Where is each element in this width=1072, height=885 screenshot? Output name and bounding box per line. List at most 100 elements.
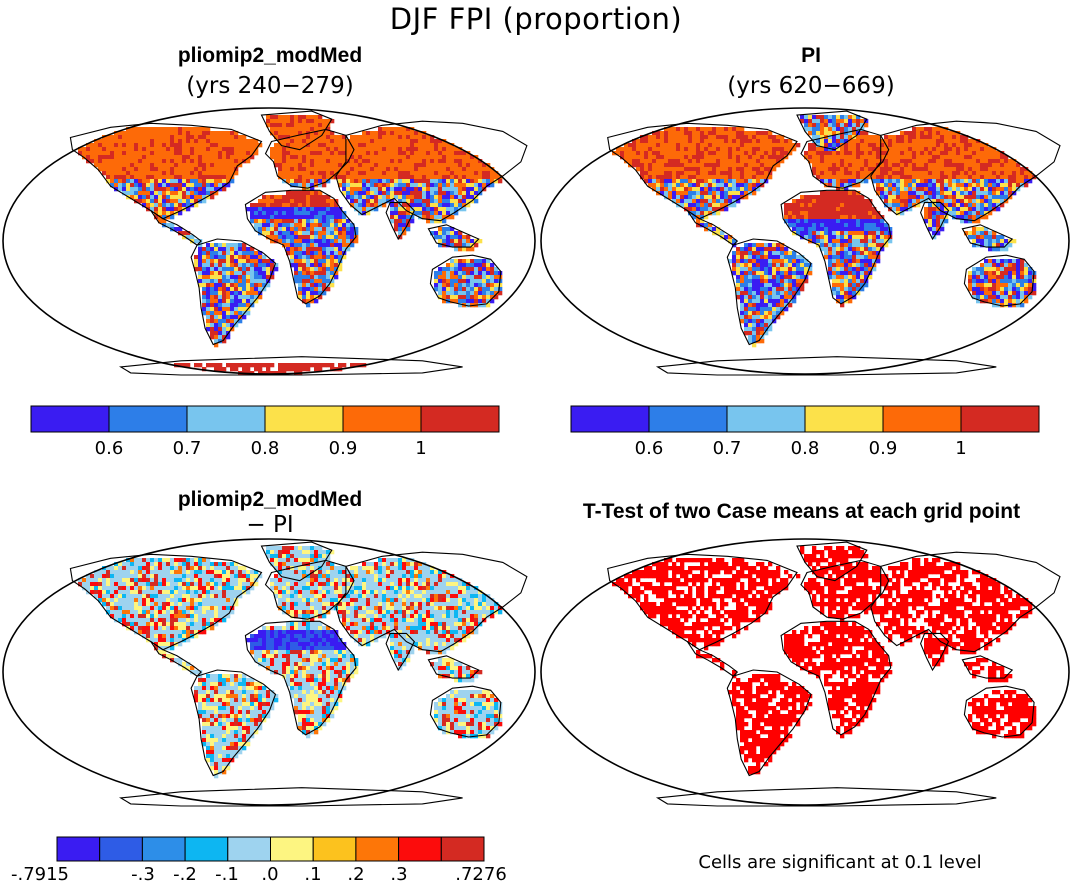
grid-cell <box>896 163 901 168</box>
grid-cell <box>736 183 741 188</box>
grid-cell <box>908 195 913 200</box>
grid-cell <box>940 215 945 220</box>
grid-cell <box>664 139 669 144</box>
grid-cell <box>138 139 143 144</box>
grid-cell <box>222 251 227 256</box>
grid-cell <box>848 215 853 220</box>
grid-cell <box>310 247 315 252</box>
grid-cell <box>214 311 219 316</box>
grid-cell <box>832 183 837 188</box>
grid-cell <box>138 147 143 152</box>
grid-cell <box>860 195 865 200</box>
grid-cell <box>146 195 151 200</box>
grid-cell <box>696 131 701 136</box>
grid-cell <box>696 179 701 184</box>
grid-cell <box>178 203 183 208</box>
grid-cell <box>342 135 347 140</box>
grid-cell <box>828 123 833 128</box>
grid-cell <box>290 139 295 144</box>
grid-cell <box>334 167 339 172</box>
grid-cell <box>724 235 729 240</box>
grid-cell <box>150 163 155 168</box>
grid-cell <box>900 203 905 208</box>
grid-cell <box>868 211 873 216</box>
grid-cell <box>326 147 331 152</box>
grid-cell <box>390 151 395 156</box>
grid-cell <box>872 135 877 140</box>
grid-cell <box>1020 179 1025 184</box>
grid-cell <box>840 255 845 260</box>
grid-cell <box>278 171 283 176</box>
coastline-asia <box>335 120 528 222</box>
grid-cell <box>454 159 459 164</box>
grid-cell <box>354 187 359 192</box>
grid-cell <box>374 191 379 196</box>
grid-cell <box>832 255 837 260</box>
grid-cell <box>732 187 737 192</box>
grid-cell <box>684 159 689 164</box>
grid-cell <box>122 191 127 196</box>
grid-cell <box>210 327 215 332</box>
grid-cell <box>266 119 271 124</box>
grid-cell <box>836 231 841 236</box>
grid-cell <box>230 131 235 136</box>
grid-cell <box>732 175 737 180</box>
grid-cell <box>162 143 167 148</box>
grid-cell <box>1016 183 1021 188</box>
grid-cell <box>174 199 179 204</box>
grid-cell <box>908 203 913 208</box>
grid-cell <box>142 135 147 140</box>
grid-cell <box>466 247 471 252</box>
grid-cell <box>688 199 693 204</box>
grid-cell <box>756 255 761 260</box>
grid-cell <box>426 139 431 144</box>
grid-cell <box>134 171 139 176</box>
grid-cell <box>366 207 371 212</box>
grid-cell <box>708 179 713 184</box>
grid-cell <box>150 183 155 188</box>
grid-cell <box>748 175 753 180</box>
grid-cell <box>720 147 725 152</box>
grid-cell <box>290 167 295 172</box>
grid-cell <box>398 191 403 196</box>
grid-cell <box>880 151 885 156</box>
grid-cell <box>704 155 709 160</box>
grid-cell <box>760 167 765 172</box>
grid-cell <box>294 203 299 208</box>
grid-cell <box>298 203 303 208</box>
grid-cell <box>932 167 937 172</box>
grid-cell <box>856 251 861 256</box>
grid-cell <box>178 127 183 132</box>
grid-cell <box>756 131 761 136</box>
grid-cell <box>206 147 211 152</box>
grid-cell <box>374 135 379 140</box>
grid-cell <box>956 179 961 184</box>
grid-cell <box>222 323 227 328</box>
grid-cell <box>410 159 415 164</box>
grid-cell <box>680 179 685 184</box>
grid-cell <box>338 247 343 252</box>
grid-cell <box>318 291 323 296</box>
grid-cell <box>358 163 363 168</box>
grid-cell <box>720 175 725 180</box>
grid-cell <box>680 155 685 160</box>
grid-cell <box>174 127 179 132</box>
grid-cell <box>210 311 215 316</box>
grid-cell <box>704 143 709 148</box>
grid-cell <box>306 119 311 124</box>
grid-cell <box>896 207 901 212</box>
grid-cell <box>278 147 283 152</box>
grid-cell <box>968 147 973 152</box>
grid-cell <box>988 151 993 156</box>
grid-cell <box>210 171 215 176</box>
grid-cell <box>676 139 681 144</box>
grid-cell <box>704 191 709 196</box>
grid-cell <box>688 207 693 212</box>
grid-cell <box>920 195 925 200</box>
grid-cell <box>904 203 909 208</box>
grid-cell <box>186 167 191 172</box>
grid-cell <box>158 167 163 172</box>
grid-cell <box>210 195 215 200</box>
grid-cell <box>310 159 315 164</box>
grid-cell <box>820 203 825 208</box>
